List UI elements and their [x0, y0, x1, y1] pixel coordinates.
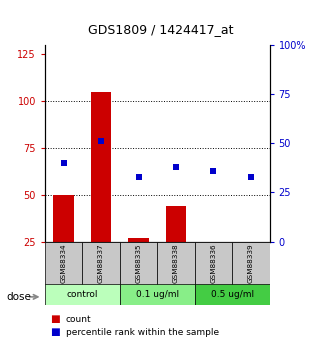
Bar — [45, 241, 82, 285]
Text: GSM88336: GSM88336 — [211, 243, 216, 283]
Text: GSM88335: GSM88335 — [135, 243, 142, 283]
Text: control: control — [67, 290, 98, 299]
Bar — [53, 195, 74, 242]
Text: percentile rank within the sample: percentile rank within the sample — [66, 328, 219, 337]
Bar — [241, 241, 261, 243]
Bar — [120, 241, 157, 285]
Text: GSM88337: GSM88337 — [98, 243, 104, 283]
Bar — [128, 238, 149, 242]
Bar — [232, 241, 270, 285]
Bar — [166, 206, 186, 242]
Text: ■: ■ — [50, 327, 59, 337]
Text: GSM88339: GSM88339 — [248, 243, 254, 283]
Text: GSM88334: GSM88334 — [61, 243, 67, 283]
Bar — [45, 284, 120, 305]
Bar — [195, 241, 232, 285]
Bar — [120, 284, 195, 305]
Bar — [195, 284, 270, 305]
Text: count: count — [66, 315, 91, 324]
Text: GDS1809 / 1424417_at: GDS1809 / 1424417_at — [88, 23, 233, 36]
Text: 0.1 ug/ml: 0.1 ug/ml — [136, 290, 179, 299]
Bar — [82, 241, 120, 285]
Text: GSM88338: GSM88338 — [173, 243, 179, 283]
Text: 0.5 ug/ml: 0.5 ug/ml — [211, 290, 254, 299]
Bar — [91, 92, 111, 242]
Bar — [157, 241, 195, 285]
Text: ■: ■ — [50, 314, 59, 324]
Text: dose: dose — [6, 293, 31, 302]
